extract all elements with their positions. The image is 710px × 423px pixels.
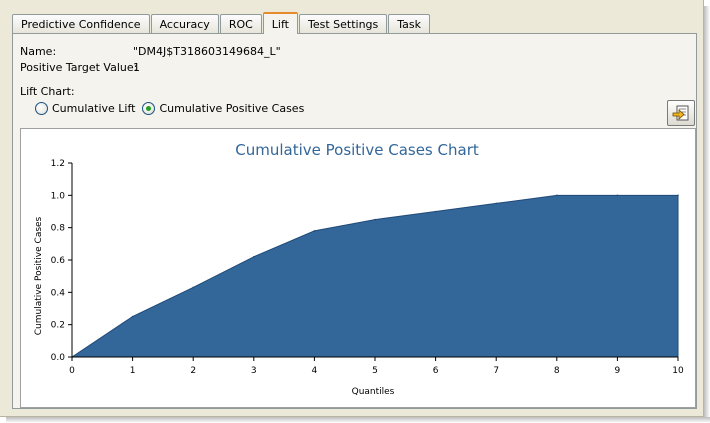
y-tick-label: 0.4: [51, 288, 66, 298]
tab-task[interactable]: Task: [388, 14, 431, 34]
target-value: 1: [133, 61, 140, 74]
data-point: [434, 210, 437, 213]
y-tick-label: 0.0: [51, 353, 66, 363]
cumulative-positive-cases-chart: Cumulative Positive Cases Chart 0 1 2 3 4 5 6 7…: [34, 141, 684, 397]
data-point: [374, 218, 376, 221]
data-point: [677, 194, 679, 197]
y-tick-label: 1.2: [51, 159, 65, 169]
x-tick-label: 10: [672, 366, 684, 376]
data-point: [556, 194, 558, 197]
x-tick-label: 4: [312, 366, 318, 376]
data-point: [616, 194, 619, 197]
chart-title: Cumulative Positive Cases Chart: [235, 141, 479, 159]
target-label: Positive Target Value:: [20, 61, 138, 74]
lift-chart-options: Cumulative Lift Cumulative Positive Case…: [35, 102, 304, 115]
tab-bar: Predictive Confidence Accuracy ROC Lift …: [12, 12, 431, 34]
x-tick-label: 5: [372, 366, 378, 376]
x-tick-label: 9: [615, 366, 621, 376]
lift-chart-label: Lift Chart:: [20, 85, 75, 98]
y-axis-label: Cumulative Positive Cases: [34, 216, 44, 335]
y-tick-label: 0.2: [51, 321, 65, 331]
x-tick-label: 3: [251, 366, 257, 376]
chart-container: Cumulative Positive Cases Chart 0 1 2 3 4 5 6 7…: [20, 128, 696, 408]
x-tick-label: 8: [554, 366, 560, 376]
tab-accuracy[interactable]: Accuracy: [150, 14, 219, 34]
tab-test-settings[interactable]: Test Settings: [298, 14, 388, 34]
x-tick-label: 2: [190, 366, 196, 376]
window-shadow-right: [704, 6, 710, 423]
y-tick-label: 1.0: [51, 191, 66, 201]
x-tick-label: 7: [493, 366, 499, 376]
cumulative-lift-radio[interactable]: [35, 102, 48, 115]
cumulative-positive-cases-radio[interactable]: [142, 102, 156, 115]
window-frame: Predictive Confidence Accuracy ROC Lift …: [0, 0, 704, 417]
name-label: Name:: [20, 45, 57, 58]
y-tick-label: 0.6: [51, 256, 66, 266]
tab-roc[interactable]: ROC: [219, 14, 262, 34]
window-shadow-bottom: [6, 417, 710, 423]
lift-panel: Name: "DM4J$T318603149684_L" Positive Ta…: [12, 33, 697, 409]
data-point: [495, 202, 498, 205]
data-point: [131, 315, 134, 318]
name-value: "DM4J$T318603149684_L": [133, 45, 281, 58]
x-tick-label: 6: [433, 366, 439, 376]
tab-lift[interactable]: Lift: [262, 12, 298, 34]
y-tick-label: 0.8: [51, 224, 66, 234]
data-point: [253, 255, 255, 258]
export-icon: [672, 105, 689, 120]
x-tick-label: 0: [69, 366, 75, 376]
x-axis-label: Quantiles: [352, 387, 395, 397]
cumulative-positive-cases-label[interactable]: Cumulative Positive Cases: [159, 102, 305, 115]
export-button[interactable]: [667, 100, 695, 126]
x-tick-label: 1: [130, 366, 136, 376]
cumulative-lift-label[interactable]: Cumulative Lift: [52, 102, 136, 115]
data-point: [313, 230, 316, 232]
tab-predictive-confidence[interactable]: Predictive Confidence: [12, 14, 150, 34]
data-point: [192, 286, 194, 289]
